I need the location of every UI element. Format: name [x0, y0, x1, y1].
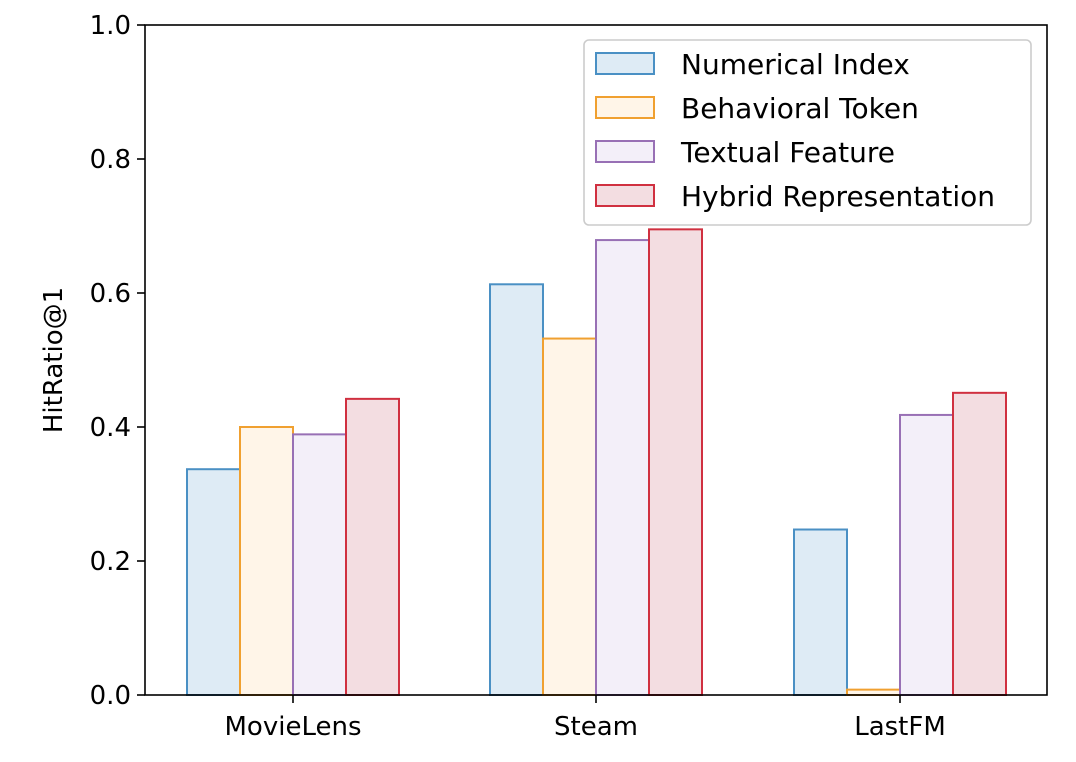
legend-swatch	[595, 184, 655, 207]
legend-swatch	[595, 96, 655, 119]
x-tick-label: MovieLens	[225, 712, 362, 742]
y-axis-title: HitRatio@1	[39, 287, 69, 433]
bar-steam-numerical-index	[489, 283, 544, 696]
bar-movielens-hybrid-representation	[345, 397, 400, 696]
y-tick-label: 1.0	[90, 11, 131, 41]
y-tick-label: 0.6	[90, 279, 131, 309]
axes-layer: 0.0 0.2 0.4 0.6 0.8 1.0 MovieLens Steam LastFM	[90, 11, 1048, 742]
y-tick-label: 0.8	[90, 145, 131, 175]
legend-label: Numerical Index	[681, 48, 910, 81]
legend-label: Hybrid Representation	[681, 180, 995, 213]
y-tick-label: 0.2	[90, 547, 131, 577]
x-tick-label: LastFM	[854, 712, 946, 742]
bar-steam-behavioral-token	[542, 337, 597, 696]
bar-steam-textual-feature	[595, 239, 650, 696]
bar-steam-hybrid-representation	[648, 228, 703, 696]
bar-movielens-textual-feature	[292, 433, 347, 696]
legend: Numerical Index Behavioral Token Textual F…	[583, 39, 1032, 226]
bar-lastfm-numerical-index	[793, 528, 848, 697]
legend-box	[583, 39, 1032, 226]
bar-movielens-behavioral-token	[239, 426, 294, 696]
bar-movielens-numerical-index	[186, 468, 241, 696]
bars-layer	[186, 228, 1007, 697]
legend-label: Behavioral Token	[681, 92, 919, 125]
bar-lastfm-textual-feature	[899, 413, 954, 696]
legend-label: Textual Feature	[680, 136, 895, 169]
legend-swatch	[595, 140, 655, 163]
y-tick-label: 0.4	[90, 413, 131, 443]
legend-swatch	[595, 52, 655, 75]
bar-lastfm-behavioral-token	[846, 688, 901, 697]
bar-lastfm-hybrid-representation	[952, 391, 1007, 696]
y-tick-label: 0.0	[90, 681, 131, 711]
x-tick-label: Steam	[554, 712, 638, 742]
